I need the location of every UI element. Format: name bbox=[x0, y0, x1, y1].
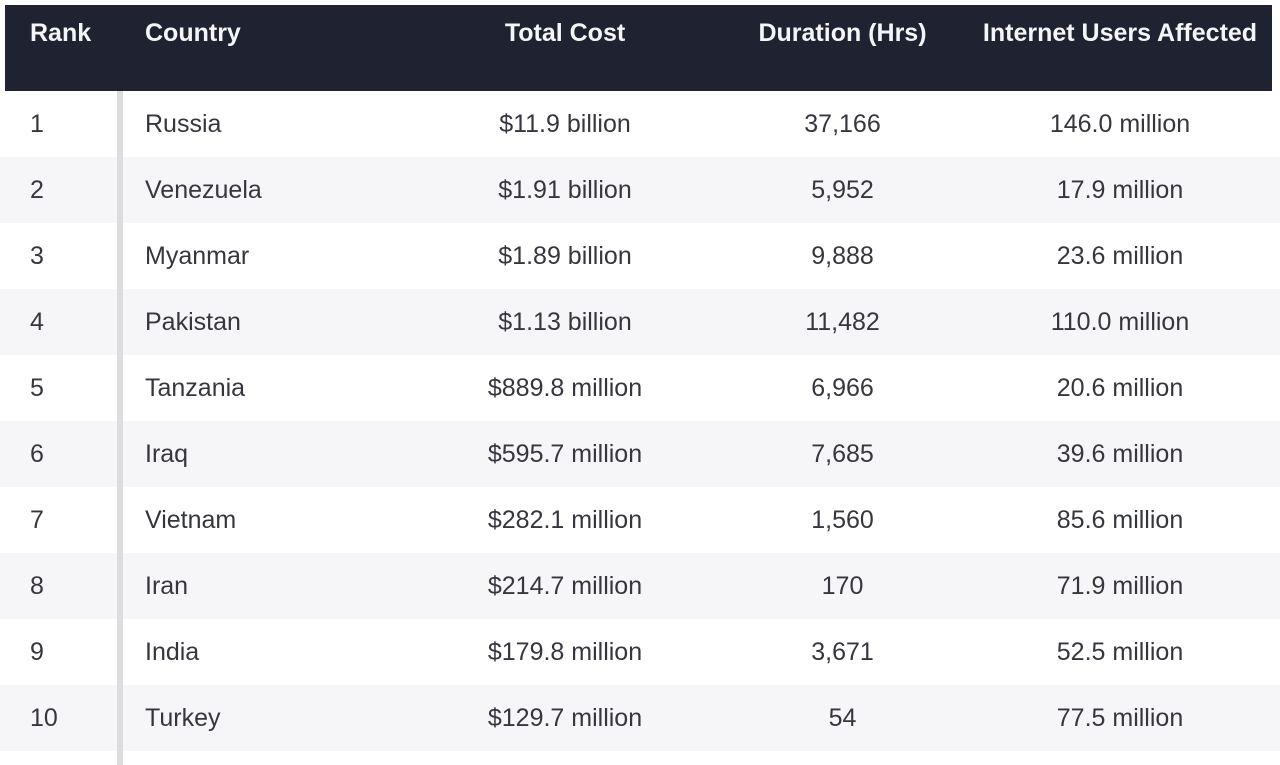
duration-cell: 1,560 bbox=[811, 506, 874, 534]
duration-column-header: Duration (Hrs) bbox=[758, 19, 927, 47]
rank-cell: 1 bbox=[30, 110, 44, 138]
total-cost-cell: $129.7 million bbox=[487, 704, 643, 732]
total-cost-cell: $595.7 million bbox=[487, 440, 643, 468]
rank-cell: 7 bbox=[30, 506, 44, 534]
country-cell: Iran bbox=[145, 572, 189, 600]
country-cell: Pakistan bbox=[145, 308, 241, 336]
internet-users-cell: 146.0 million bbox=[1049, 110, 1191, 138]
table-row: 9 India $179.8 million 3,671 52.5 millio… bbox=[0, 619, 1280, 685]
table-row: 1 Russia $11.9 billion 37,166 146.0 mill… bbox=[0, 91, 1280, 157]
rank-cell: 9 bbox=[30, 638, 44, 666]
country-cell: Turkey bbox=[145, 704, 221, 732]
table-body: 1 Russia $11.9 billion 37,166 146.0 mill… bbox=[0, 91, 1280, 751]
total-cost-cell: $1.89 billion bbox=[498, 242, 632, 270]
internet-users-cell: 85.6 million bbox=[1056, 506, 1184, 534]
table-row: 2 Venezuela $1.91 billion 5,952 17.9 mil… bbox=[0, 157, 1280, 223]
duration-cell: 170 bbox=[821, 572, 864, 600]
table-row: 10 Turkey $129.7 million 54 77.5 million bbox=[0, 685, 1280, 751]
total-cost-column-header: Total Cost bbox=[504, 19, 626, 47]
country-cell: Tanzania bbox=[145, 374, 246, 402]
internet-users-cell: 23.6 million bbox=[1056, 242, 1184, 270]
table-row: 6 Iraq $595.7 million 7,685 39.6 million bbox=[0, 421, 1280, 487]
rank-cell: 6 bbox=[30, 440, 44, 468]
internet-users-column-header: Internet Users Affected bbox=[982, 19, 1258, 47]
rank-cell: 3 bbox=[30, 242, 44, 270]
internet-users-cell: 20.6 million bbox=[1056, 374, 1184, 402]
total-cost-cell: $179.8 million bbox=[487, 638, 643, 666]
internet-users-cell: 77.5 million bbox=[1056, 704, 1184, 732]
country-cell: Iraq bbox=[145, 440, 189, 468]
internet-users-cell: 71.9 million bbox=[1056, 572, 1184, 600]
table-row: 4 Pakistan $1.13 billion 11,482 110.0 mi… bbox=[0, 289, 1280, 355]
duration-cell: 54 bbox=[828, 704, 857, 732]
total-cost-cell: $889.8 million bbox=[487, 374, 643, 402]
country-cell: Myanmar bbox=[145, 242, 250, 270]
duration-cell: 37,166 bbox=[804, 110, 881, 138]
country-cell: India bbox=[145, 638, 200, 666]
country-cell: Russia bbox=[145, 110, 222, 138]
country-cell: Venezuela bbox=[145, 176, 262, 204]
rank-column-divider bbox=[117, 91, 123, 765]
internet-users-cell: 110.0 million bbox=[1050, 308, 1190, 336]
country-cell: Vietnam bbox=[145, 506, 237, 534]
rank-cell: 10 bbox=[30, 704, 58, 732]
internet-users-cell: 17.9 million bbox=[1056, 176, 1184, 204]
total-cost-cell: $214.7 million bbox=[487, 572, 643, 600]
table-row: 5 Tanzania $889.8 million 6,966 20.6 mil… bbox=[0, 355, 1280, 421]
table-row: 3 Myanmar $1.89 billion 9,888 23.6 milli… bbox=[0, 223, 1280, 289]
rank-column-header: Rank bbox=[30, 19, 92, 47]
duration-cell: 3,671 bbox=[811, 638, 874, 666]
total-cost-cell: $1.13 billion bbox=[498, 308, 632, 336]
total-cost-cell: $11.9 billion bbox=[499, 110, 631, 138]
internet-users-cell: 52.5 million bbox=[1056, 638, 1184, 666]
duration-cell: 11,482 bbox=[805, 308, 880, 336]
duration-cell: 7,685 bbox=[811, 440, 874, 468]
rank-cell: 8 bbox=[30, 572, 44, 600]
total-cost-cell: $282.1 million bbox=[487, 506, 643, 534]
duration-cell: 6,966 bbox=[811, 374, 874, 402]
internet-users-cell: 39.6 million bbox=[1056, 440, 1184, 468]
total-cost-cell: $1.91 billion bbox=[498, 176, 632, 204]
rank-cell: 4 bbox=[30, 308, 44, 336]
rank-cell: 5 bbox=[30, 374, 44, 402]
rank-cell: 2 bbox=[30, 176, 44, 204]
table-header: Rank Country Total Cost Duration (Hrs) I… bbox=[5, 5, 1272, 91]
duration-cell: 9,888 bbox=[811, 242, 874, 270]
country-column-header: Country bbox=[145, 19, 241, 47]
table-row: 7 Vietnam $282.1 million 1,560 85.6 mill… bbox=[0, 487, 1280, 553]
table-row: 8 Iran $214.7 million 170 71.9 million bbox=[0, 553, 1280, 619]
duration-cell: 5,952 bbox=[811, 176, 874, 204]
